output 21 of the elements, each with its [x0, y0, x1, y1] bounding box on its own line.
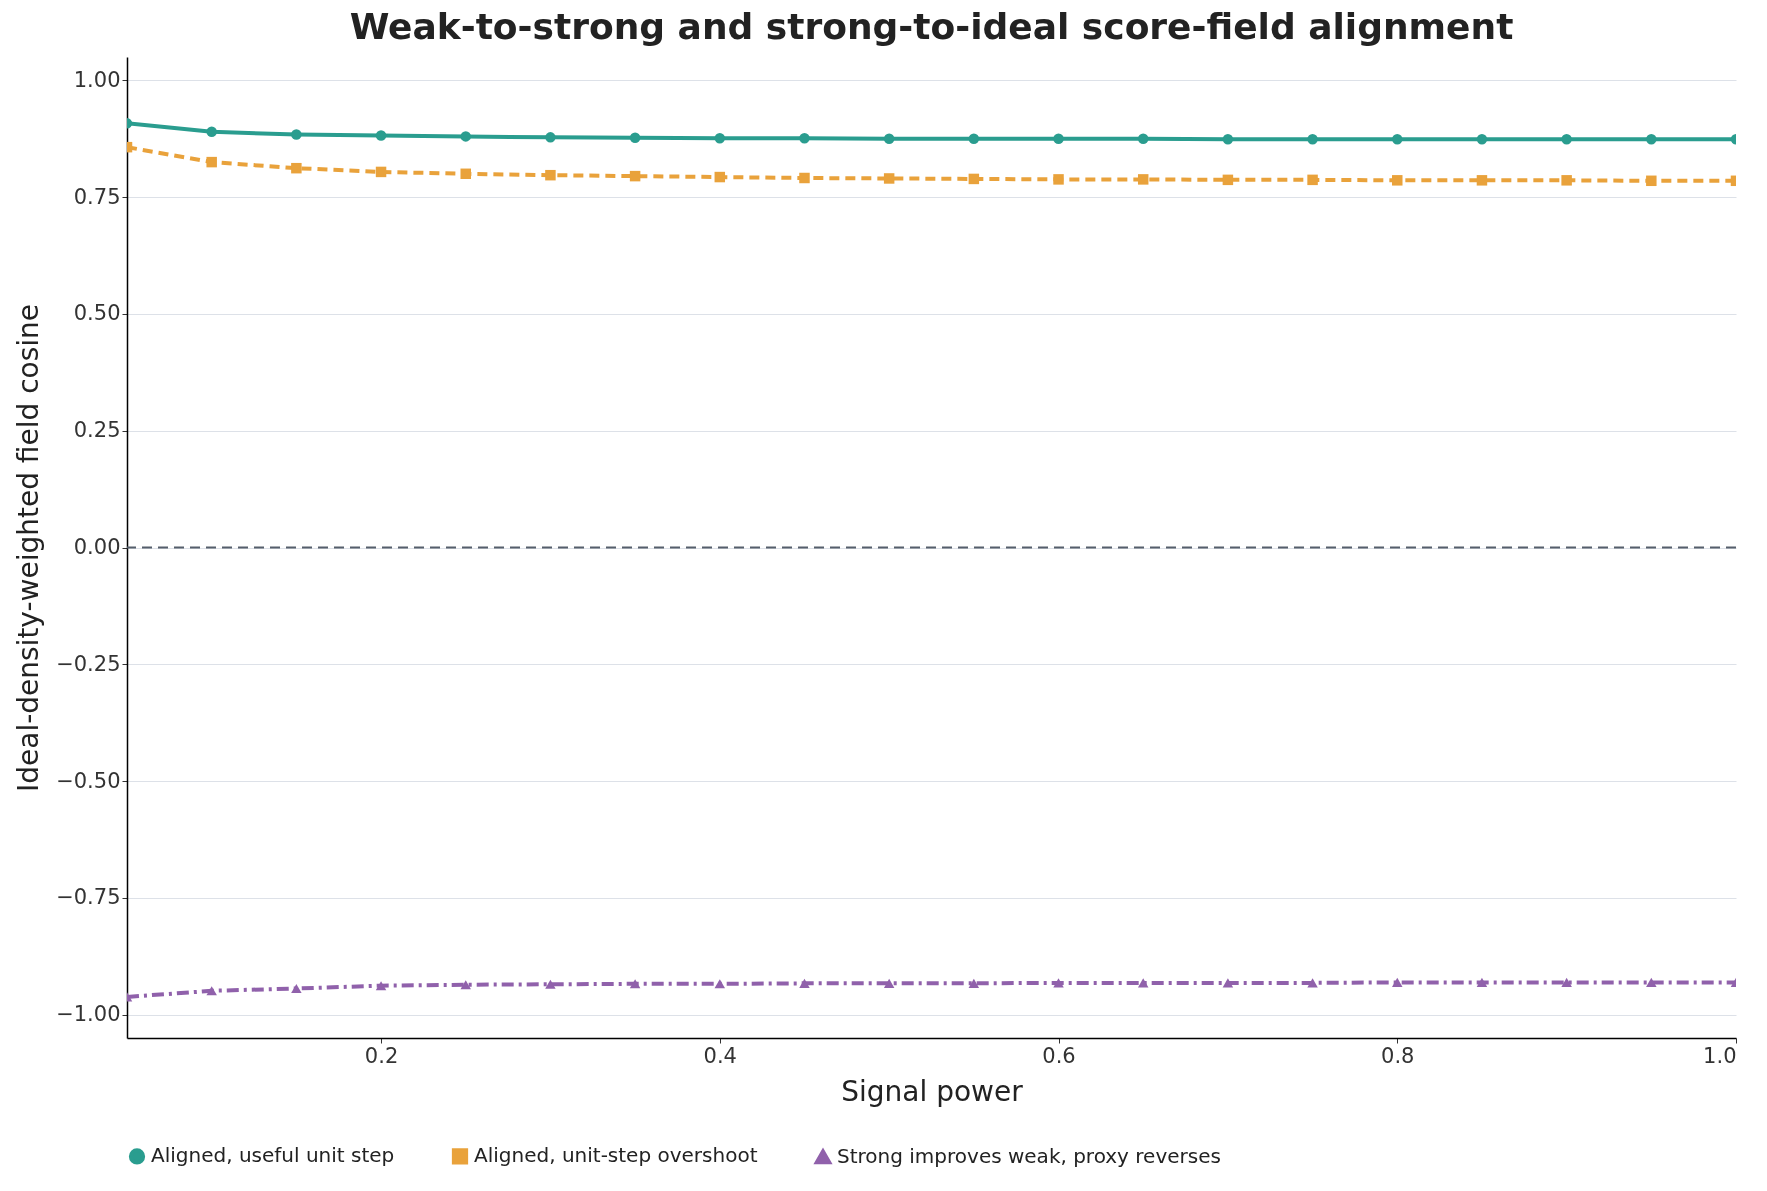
y-tick-label: 0.25	[73, 418, 121, 443]
legend-label: Aligned, useful unit step	[151, 1143, 395, 1168]
y-tick-label: −1.00	[56, 1002, 121, 1027]
y-axis-title: Ideal-density-weighted field cosine	[12, 303, 46, 793]
y-tick-label: 0.50	[73, 301, 121, 326]
x-tick-label: 0.6	[1042, 1043, 1076, 1068]
y-tick-label: −0.50	[56, 768, 121, 793]
x-tick-label: 0.2	[364, 1043, 399, 1068]
y-tick-label: 0.75	[73, 184, 121, 209]
chart-title: Weak-to-strong and strong-to-ideal score-field alignment	[349, 6, 1514, 47]
x-tick-label: 0.8	[1381, 1043, 1415, 1068]
y-tick-label: 0.00	[73, 535, 121, 559]
legend-label: Strong improves weak, proxy reverses	[837, 1143, 1221, 1168]
x-tick-label: 1.0	[1703, 1043, 1737, 1068]
y-tick-label: 1.00	[73, 67, 121, 92]
legend-label: Aligned, unit-step overshoot	[474, 1143, 758, 1168]
line-series	[127, 977, 1736, 1002]
x-axis-title: Signal power	[841, 1074, 1024, 1108]
y-tick-label: −0.75	[56, 885, 121, 910]
x-tick-label: 0.4	[703, 1043, 737, 1068]
y-tick-label: −0.25	[56, 651, 121, 676]
